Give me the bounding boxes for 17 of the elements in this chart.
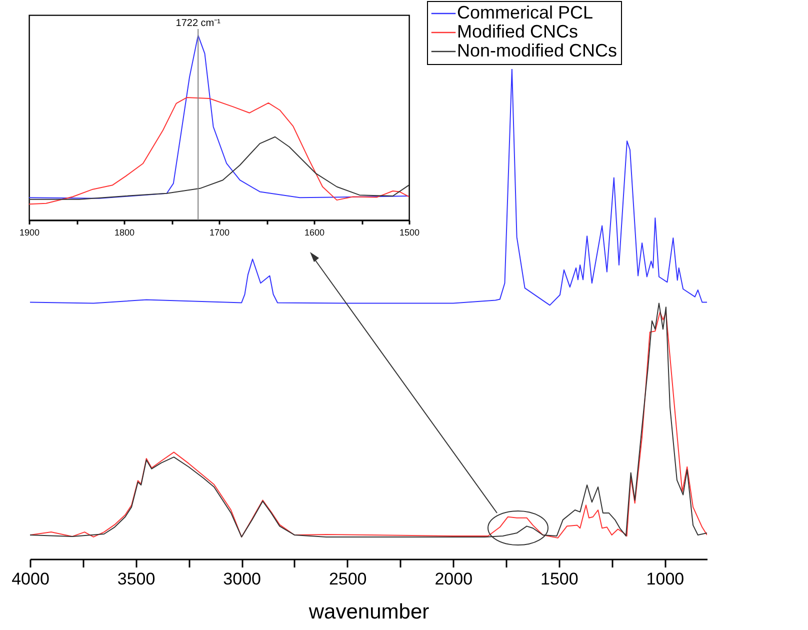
x-tick-label: 1000 — [646, 570, 684, 588]
legend-label: Non-modified CNCs — [457, 40, 618, 60]
x-axis-title: wavenumber — [308, 600, 430, 624]
x-tick-label: 2500 — [328, 570, 367, 588]
x-tick-label: 1700 — [209, 228, 230, 238]
x-tick-label: 1800 — [114, 228, 135, 238]
legend-label: Modified CNCs — [457, 22, 578, 42]
x-tick-label: 4000 — [12, 570, 50, 588]
x-tick-label: 3000 — [223, 570, 261, 588]
x-tick-label: 1500 — [399, 228, 420, 238]
ref-line-label: 1722 cm⁻¹ — [176, 18, 222, 29]
x-tick-label: 2000 — [434, 570, 473, 588]
x-tick-label: 1600 — [304, 228, 325, 238]
x-tick-label: 1500 — [540, 570, 578, 588]
x-tick-label: 3500 — [117, 570, 156, 588]
x-tick-label: 1900 — [19, 228, 40, 238]
legend-label: Commerical PCL — [457, 2, 594, 22]
